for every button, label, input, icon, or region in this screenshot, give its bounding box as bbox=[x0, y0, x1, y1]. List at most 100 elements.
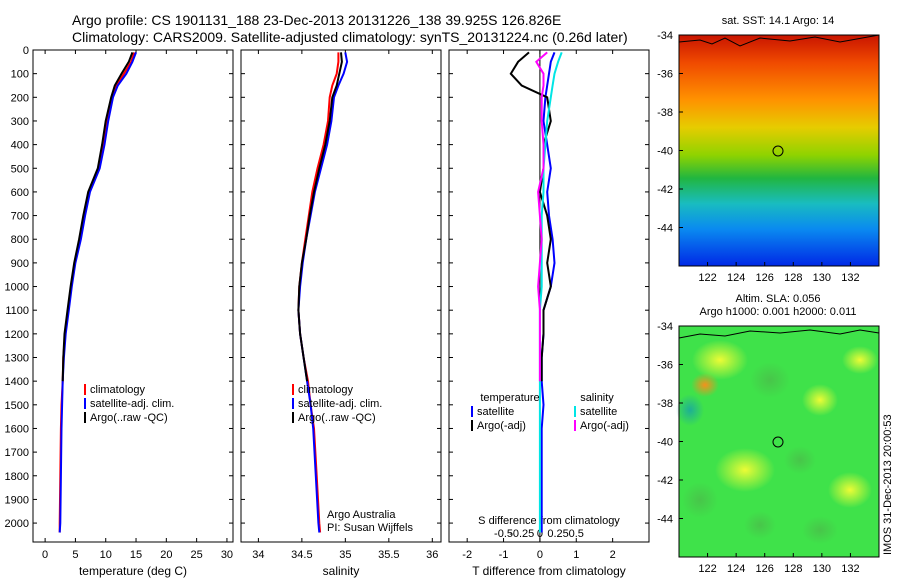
y-tick-label: 300 bbox=[11, 116, 29, 128]
salinity-profile: 34 34.5 35 35.5 36 salinity climatology satelli… bbox=[240, 49, 442, 578]
series-line-satellite-adj-clim- bbox=[58, 52, 137, 533]
x-tick-label: 0 bbox=[537, 549, 543, 561]
map-x-tick-label: 126 bbox=[756, 272, 774, 284]
map-y-tick-label: -44 bbox=[657, 223, 673, 235]
map-x-tick-label: 128 bbox=[784, 563, 802, 575]
series-line-satellite bbox=[540, 52, 556, 533]
map-y-tick-label: -42 bbox=[657, 475, 673, 487]
x-tick-label: 10 bbox=[100, 549, 112, 561]
y-tick-label: 1600 bbox=[5, 423, 29, 435]
y-tick-label: 1300 bbox=[5, 353, 29, 365]
x-tick-label: 20 bbox=[160, 549, 172, 561]
map-x-tick-label: 130 bbox=[813, 563, 831, 575]
s-tick-label: -0.5 bbox=[494, 528, 513, 540]
map-y-tick-label: -40 bbox=[657, 146, 673, 158]
legend-label: climatology bbox=[90, 384, 146, 396]
x-tick-label: 34 bbox=[252, 549, 264, 561]
imos-timestamp-label: IMOS 31-Dec-2013 20:00:53 bbox=[882, 414, 894, 555]
x-tick-label: 35.5 bbox=[378, 549, 399, 561]
s-tick-label: -0.25 bbox=[509, 528, 534, 540]
y-tick-label: 1700 bbox=[5, 447, 29, 459]
map-x-tick-label: 124 bbox=[727, 272, 745, 284]
sla-map-title-1: Altim. SLA: 0.056 bbox=[736, 293, 821, 305]
map-y-tick-label: -38 bbox=[657, 398, 673, 410]
legend-label: satellite-adj. clim. bbox=[90, 398, 174, 410]
map-x-tick-label: 122 bbox=[698, 563, 716, 575]
y-tick-label: 400 bbox=[11, 140, 29, 152]
y-tick-label: 700 bbox=[11, 211, 29, 223]
y-tick-label: 1500 bbox=[5, 400, 29, 412]
map-x-tick-label: 132 bbox=[841, 563, 859, 575]
sla-map-title-2: Argo h1000: 0.001 h2000: 0.011 bbox=[700, 306, 857, 318]
x-axis-label: T difference from climatology bbox=[472, 564, 626, 578]
sst-map: sat. SST: 14.1 Argo: 14 122 124 126 128 130 1… bbox=[657, 15, 880, 284]
map-x-tick-label: 132 bbox=[841, 272, 859, 284]
y-tick-label: 500 bbox=[11, 163, 29, 175]
credit-line-1: Argo Australia bbox=[327, 509, 396, 521]
y-tick-label: 1900 bbox=[5, 494, 29, 506]
x-tick-label: 2 bbox=[610, 549, 616, 561]
map-x-tick-label: 128 bbox=[784, 272, 802, 284]
series-line-argo-raw-qc- bbox=[61, 52, 134, 382]
series-line-argo-adj- bbox=[535, 51, 548, 382]
s-tick-label: 0.5 bbox=[569, 528, 584, 540]
map-y-tick-label: -36 bbox=[657, 360, 673, 372]
x-tick-label: 15 bbox=[130, 549, 142, 561]
temperature-profile: 0 100 200 300 400 500 600 700 800 900 1000 1100 1200… bbox=[5, 45, 234, 578]
x-tick-label: 0 bbox=[42, 549, 48, 561]
y-tick-label: 1000 bbox=[5, 282, 29, 294]
s-axis-label: S difference from climatology bbox=[478, 515, 620, 527]
sla-map-coast bbox=[678, 329, 880, 339]
map-y-tick-label: -40 bbox=[657, 437, 673, 449]
legend-title: salinity bbox=[580, 392, 614, 404]
y-tick-label: 1400 bbox=[5, 376, 29, 388]
y-tick-label: 1200 bbox=[5, 329, 29, 341]
legend-label: satellite bbox=[477, 406, 514, 418]
y-tick-label: 1800 bbox=[5, 471, 29, 483]
legend-label: Argo(..raw -QC) bbox=[90, 412, 168, 424]
s-tick-label: 0.25 bbox=[547, 528, 568, 540]
map-y-tick-label: -34 bbox=[657, 30, 673, 42]
y-tick-label: 100 bbox=[11, 69, 29, 81]
map-y-tick-label: -34 bbox=[657, 321, 673, 333]
map-y-tick-label: -38 bbox=[657, 107, 673, 119]
map-y-tick-label: -36 bbox=[657, 69, 673, 81]
x-tick-label: 25 bbox=[191, 549, 203, 561]
series-line-argo-raw-qc- bbox=[297, 52, 343, 382]
legend-label: satellite-adj. clim. bbox=[298, 398, 382, 410]
sst-map-field bbox=[679, 35, 879, 266]
sla-map: Altim. SLA: 0.056 Argo h1000: 0.001 h200… bbox=[657, 293, 880, 575]
legend-title: temperature bbox=[480, 392, 539, 404]
legend-label: climatology bbox=[298, 384, 354, 396]
x-tick-label: 34.5 bbox=[291, 549, 312, 561]
x-tick-label: -1 bbox=[499, 549, 509, 561]
x-tick-label: -2 bbox=[462, 549, 472, 561]
x-axis-label: temperature (deg C) bbox=[79, 564, 187, 578]
legend-label: Argo(-adj) bbox=[580, 420, 629, 432]
series-line-argo-adj- bbox=[509, 51, 552, 382]
map-x-tick-label: 130 bbox=[813, 272, 831, 284]
x-tick-label: 35 bbox=[339, 549, 351, 561]
map-y-tick-label: -42 bbox=[657, 184, 673, 196]
credit-line-2: PI: Susan Wijffels bbox=[327, 522, 413, 534]
y-tick-label: 900 bbox=[11, 258, 29, 270]
y-tick-label: 200 bbox=[11, 92, 29, 104]
x-tick-label: 5 bbox=[72, 549, 78, 561]
x-tick-label: 1 bbox=[573, 549, 579, 561]
legend-label: Argo(..raw -QC) bbox=[298, 412, 376, 424]
y-tick-label: 1100 bbox=[5, 305, 29, 317]
map-x-tick-label: 122 bbox=[698, 272, 716, 284]
map-x-tick-label: 126 bbox=[756, 563, 774, 575]
x-tick-label: 36 bbox=[426, 549, 438, 561]
y-tick-label: 800 bbox=[11, 234, 29, 246]
title-line-2: Climatology: CARS2009. Satellite-adjuste… bbox=[72, 29, 628, 45]
legend-label: satellite bbox=[580, 406, 617, 418]
legend-label: Argo(-adj) bbox=[477, 420, 526, 432]
sst-argo-marker bbox=[772, 145, 784, 157]
y-tick-label: 2000 bbox=[5, 518, 29, 530]
sla-argo-marker bbox=[772, 436, 784, 448]
y-tick-label: 600 bbox=[11, 187, 29, 199]
x-axis-label: salinity bbox=[323, 564, 360, 578]
